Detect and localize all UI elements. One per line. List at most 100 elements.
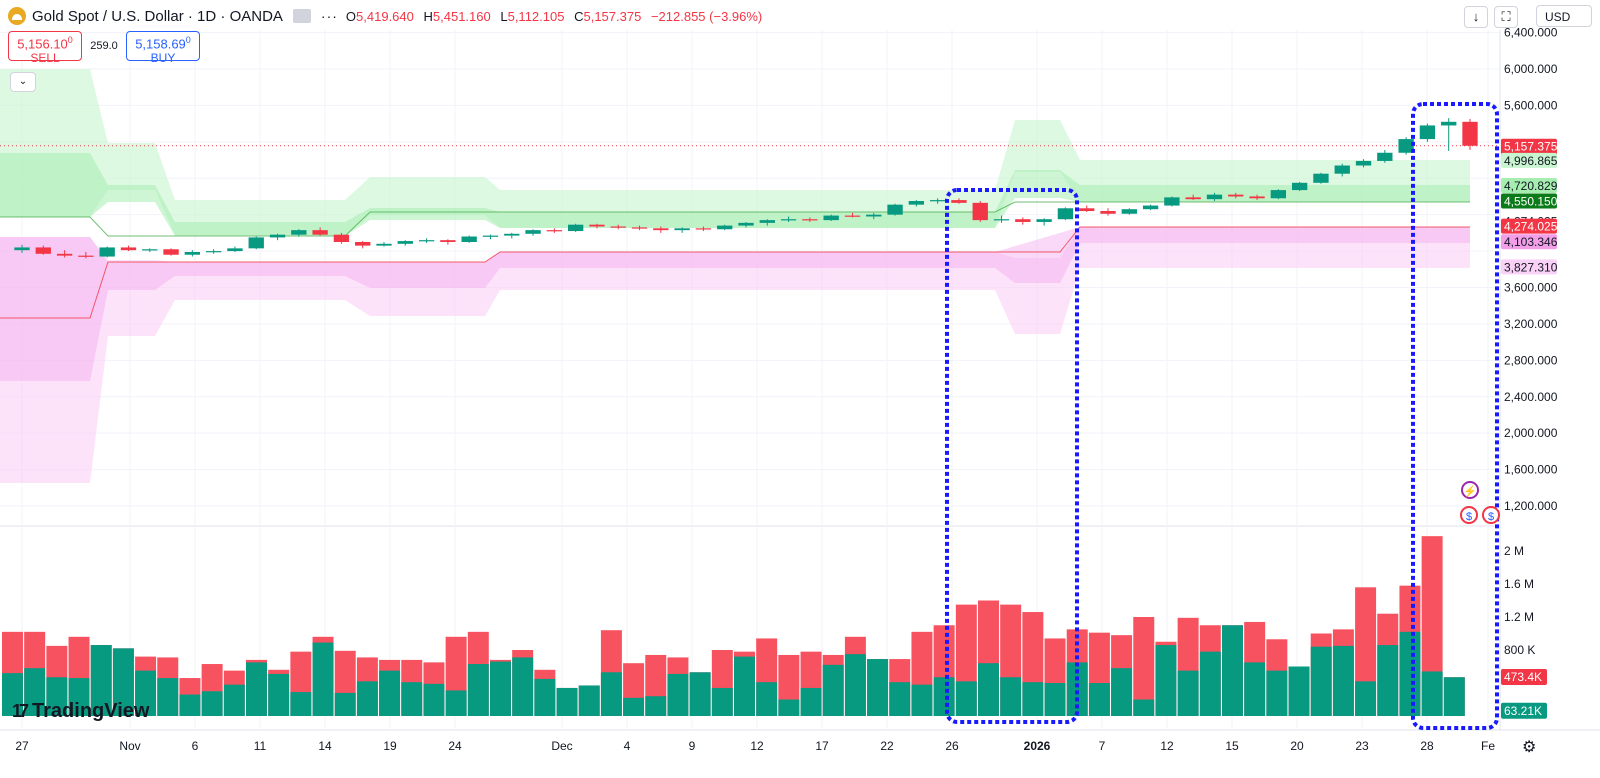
- volume-bar-up: [1088, 683, 1110, 716]
- volume-bar-up: [955, 681, 977, 716]
- candle-body: [1100, 211, 1116, 214]
- inner-green-band: [0, 153, 1470, 236]
- candle-body: [99, 247, 115, 257]
- volume-bar-up: [490, 661, 511, 716]
- candle-body: [291, 230, 307, 235]
- time-tick-label: 22: [880, 739, 894, 753]
- us-flag-event-icon[interactable]: $: [1460, 506, 1478, 524]
- volume-bar-up: [578, 685, 600, 716]
- candle-body: [1398, 139, 1414, 153]
- candle-body: [887, 204, 903, 215]
- price-tick-label: 3,600.000: [1504, 281, 1558, 295]
- candle-body: [376, 243, 392, 246]
- volume-bar-up: [711, 687, 733, 716]
- volume-bar-total: [1133, 617, 1155, 716]
- candle-body: [1228, 194, 1244, 197]
- candle-body: [248, 237, 264, 249]
- volume-bar-up: [1199, 651, 1221, 716]
- sell-button[interactable]: 5,156.100 SELL: [8, 31, 82, 65]
- volume-bar-up: [844, 654, 866, 716]
- candle-body: [866, 214, 882, 217]
- candle-body: [163, 249, 179, 255]
- buy-button[interactable]: 5,158.690 BUY: [126, 31, 200, 65]
- volume-bar-up: [90, 645, 112, 716]
- price-tick-label: 1,600.000: [1504, 463, 1558, 477]
- more-dots-icon[interactable]: ···: [320, 8, 338, 24]
- time-tick-label: 4: [624, 739, 631, 753]
- volume-bar-up: [1111, 668, 1133, 716]
- candle-body: [205, 251, 222, 253]
- time-tick-label: 27: [15, 739, 29, 753]
- volume-bar-up: [246, 662, 267, 716]
- volume-bar-up: [667, 673, 689, 716]
- candle-body: [951, 200, 967, 203]
- lightning-icon[interactable]: ⚡: [1461, 481, 1479, 499]
- volume-label-text: 63.21K: [1504, 704, 1542, 718]
- us-flag-event-icon-2[interactable]: $: [1482, 506, 1500, 524]
- volume-bar-up: [556, 687, 578, 716]
- candle-body: [1291, 182, 1308, 191]
- volume-bar-up: [467, 664, 489, 716]
- volume-tick-label: 1.2 M: [1504, 610, 1534, 624]
- candle-body: [1079, 208, 1095, 212]
- volume-bar-up: [1399, 631, 1421, 716]
- candle-body: [1121, 209, 1137, 214]
- volume-bar-up: [46, 677, 68, 716]
- volume-bar-up: [756, 682, 778, 716]
- close-label: C: [574, 8, 584, 24]
- volume-bar-up: [1355, 681, 1377, 716]
- candle-body: [802, 219, 818, 221]
- candle-body: [1462, 121, 1478, 146]
- candle-body: [35, 247, 51, 254]
- time-tick-label: Fe: [1481, 739, 1495, 753]
- volume-bar-up: [201, 691, 223, 716]
- time-tick-label: 11: [254, 739, 267, 753]
- time-tick-label: 7: [1099, 739, 1106, 753]
- highlight-box-2: [1411, 102, 1499, 730]
- buy-label: BUY: [150, 51, 176, 66]
- time-tick-label: 20: [1290, 739, 1304, 753]
- price-label-text: 4,996.865: [1504, 154, 1558, 168]
- price-label-text: 4,274.025: [1504, 220, 1558, 234]
- price-tick-label: 1,200.000: [1504, 499, 1558, 513]
- fullscreen-icon[interactable]: ⛶: [1494, 6, 1518, 28]
- time-tick-label: 2026: [1024, 739, 1051, 753]
- candle-body: [610, 226, 626, 228]
- candle-body: [1313, 173, 1329, 183]
- volume-bar-up: [867, 659, 889, 716]
- volume-bar-up: [1377, 645, 1399, 716]
- time-tick-label: 15: [1225, 739, 1239, 753]
- download-icon[interactable]: ↓: [1464, 6, 1488, 28]
- outer-green-band: [0, 69, 1470, 235]
- chart-header: Gold Spot / U.S. Dollar · 1D · OANDA ···…: [8, 4, 768, 28]
- candle-body: [333, 234, 350, 242]
- candle-body: [546, 230, 563, 232]
- candle-body: [525, 230, 541, 234]
- time-tick-label: Nov: [119, 739, 140, 753]
- currency-select[interactable]: USD: [1536, 5, 1592, 27]
- volume-bar-up: [800, 687, 822, 716]
- candle-body: [312, 230, 328, 235]
- volume-bar-up: [978, 663, 999, 716]
- open-label: O: [345, 8, 357, 24]
- volume-label-bg: [1501, 668, 1547, 685]
- price-label-bg: [1501, 218, 1557, 234]
- gear-icon[interactable]: ⚙: [1522, 739, 1537, 756]
- candle-body: [269, 234, 286, 238]
- time-tick-label: 19: [383, 739, 397, 753]
- volume-label-bg: [1501, 702, 1547, 719]
- chevron-down-icon[interactable]: ⌄: [10, 72, 36, 92]
- volume-bar-up: [312, 642, 334, 716]
- sell-label: SELL: [30, 51, 60, 66]
- symbol-title[interactable]: Gold Spot / U.S. Dollar · 1D · OANDA: [32, 7, 283, 25]
- candle-body: [589, 224, 605, 227]
- candle-body: [674, 228, 690, 231]
- candle-body: [1185, 197, 1201, 200]
- volume-bar-up: [223, 684, 245, 716]
- candle-body: [1015, 219, 1031, 222]
- volume-bar-up: [889, 682, 911, 716]
- change-value: −212.855 (−3.96%): [650, 8, 763, 24]
- flag-icon[interactable]: [292, 9, 311, 23]
- candle-body: [418, 240, 435, 242]
